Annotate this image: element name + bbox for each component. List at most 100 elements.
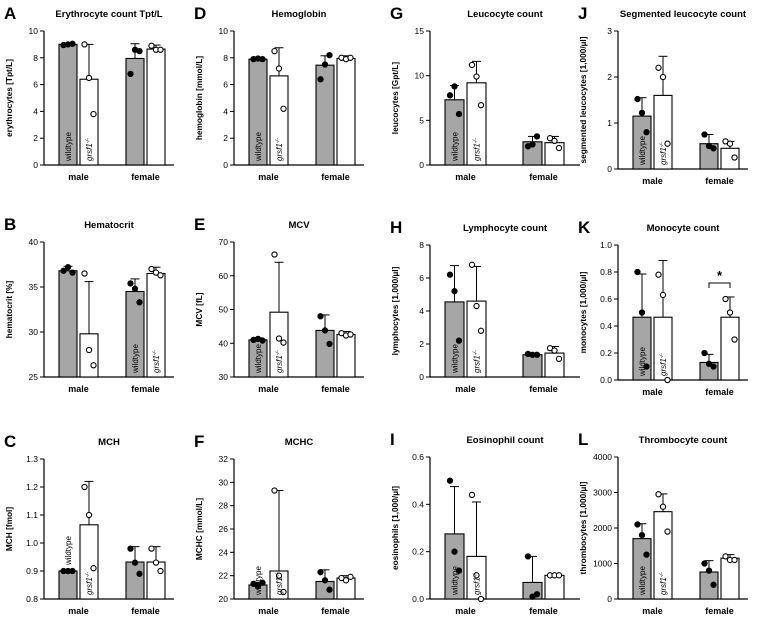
y-tick-label: 24 <box>219 547 229 557</box>
y-tick-label: 1.0 <box>600 240 612 250</box>
y-tick-label: 1.1 <box>26 510 38 520</box>
data-point-wildtype <box>446 477 454 484</box>
panel-title: Segmented leucocyte count <box>620 9 747 20</box>
data-point-mutant <box>477 101 485 109</box>
data-point-mutant <box>468 61 476 69</box>
data-point-wildtype <box>533 591 541 598</box>
data-point-wildtype <box>451 548 458 555</box>
data-point-wildtype <box>638 109 646 117</box>
x-category-label: female <box>529 384 558 394</box>
panel-title: MCHC <box>285 437 314 448</box>
panel-title: MCH <box>98 437 120 448</box>
data-point-mutant <box>90 362 97 369</box>
data-point-wildtype <box>451 83 458 90</box>
data-point-wildtype <box>451 288 458 295</box>
data-point-mutant <box>473 572 480 579</box>
y-tick-label: 22 <box>219 571 229 581</box>
x-category-label: male <box>642 606 663 616</box>
data-point-mutant <box>347 573 354 580</box>
x-category-label: female <box>321 606 350 616</box>
data-point-mutant <box>726 140 734 147</box>
label-wildtype: wildtype <box>638 136 647 166</box>
data-point-wildtype <box>259 55 266 63</box>
data-point-mutant <box>271 47 278 55</box>
label-mutant: grsf1-/- <box>85 572 94 595</box>
data-point-wildtype <box>638 309 646 316</box>
label-mutant: grsf1-/- <box>152 350 161 373</box>
y-tick-label: 0.4 <box>412 499 424 509</box>
y-tick-label: 0.0 <box>600 375 612 385</box>
label-wildtype: wildtype <box>64 132 73 162</box>
data-point-wildtype <box>533 351 541 358</box>
x-category-label: female <box>705 176 734 186</box>
data-point-mutant <box>90 565 97 572</box>
data-point-mutant <box>731 556 738 564</box>
y-tick-label: 15 <box>415 26 425 36</box>
y-tick-label: 4 <box>33 106 38 116</box>
x-category-label: female <box>131 384 160 394</box>
y-axis-label: leucocytes [Gpt/L] <box>390 62 400 135</box>
data-point-mutant <box>271 251 278 258</box>
data-point-mutant <box>655 271 662 278</box>
y-tick-label: 70 <box>219 237 229 247</box>
data-point-wildtype <box>705 567 713 574</box>
data-point-mutant <box>90 110 97 118</box>
bar-wildtype <box>58 270 78 378</box>
y-tick-label: 8 <box>419 240 424 250</box>
y-tick-label: 0.0 <box>412 594 424 604</box>
data-point-mutant <box>157 272 164 279</box>
panel-letter: G <box>390 4 403 23</box>
panel-letter: F <box>194 432 204 451</box>
data-point-wildtype <box>710 145 717 152</box>
data-point-mutant <box>655 491 662 498</box>
label-mutant: grsf1-/- <box>275 138 284 161</box>
y-tick-label: 4 <box>419 306 424 316</box>
data-point-mutant <box>546 135 554 142</box>
y-tick-label: 0.6 <box>600 294 612 304</box>
y-tick-label: 25 <box>29 372 39 382</box>
label-mutant-superscript: -/- <box>659 142 665 147</box>
data-point-wildtype <box>634 268 641 276</box>
label-mutant-gene: grsf1 <box>152 355 161 373</box>
y-axis-label: hemoglobin [mmol/L] <box>194 56 204 141</box>
data-point-mutant <box>81 270 88 277</box>
y-tick-label: 26 <box>219 524 229 534</box>
panel-title: Monocyte count <box>647 223 721 234</box>
x-category-label: female <box>529 172 558 182</box>
label-mutant-superscript: -/- <box>659 353 665 358</box>
y-tick-label: 0.9 <box>26 566 38 576</box>
data-point-wildtype <box>326 586 333 593</box>
y-tick-label: 0.2 <box>600 348 612 358</box>
data-point-mutant <box>655 64 662 71</box>
y-axis-label: MCH [fmol] <box>4 507 14 551</box>
y-tick-label: 35 <box>29 282 39 292</box>
bar-mutant <box>336 333 356 378</box>
data-point-mutant <box>555 572 563 579</box>
y-tick-label: 40 <box>219 338 229 348</box>
bar-wildtype <box>522 354 543 378</box>
y-tick-label: 2 <box>33 133 38 143</box>
y-tick-label: 0.8 <box>26 594 38 604</box>
label-mutant-gene: grsf1 <box>85 577 94 595</box>
bar-mutant <box>79 333 99 378</box>
data-point-wildtype <box>446 92 454 99</box>
label-mutant: grsf1-/- <box>473 138 482 161</box>
data-point-mutant <box>280 339 287 346</box>
y-tick-label: 3 <box>607 26 612 36</box>
panel-letter: K <box>578 218 591 237</box>
x-category-label: female <box>131 172 160 182</box>
label-mutant-gene: grsf1 <box>275 577 284 595</box>
data-point-wildtype <box>643 129 650 136</box>
y-tick-label: 40 <box>29 237 39 247</box>
data-point-wildtype <box>321 327 329 334</box>
data-point-mutant <box>726 309 734 316</box>
x-category-label: male <box>455 384 476 394</box>
y-tick-label: 0 <box>33 160 38 170</box>
y-axis-label: monocytes [1,000/µl] <box>578 271 588 353</box>
data-point-mutant <box>152 559 160 566</box>
label-mutant-superscript: -/- <box>275 350 281 355</box>
label-mutant-superscript: -/- <box>152 350 158 355</box>
data-point-wildtype <box>69 269 76 276</box>
data-point-wildtype <box>69 40 76 47</box>
